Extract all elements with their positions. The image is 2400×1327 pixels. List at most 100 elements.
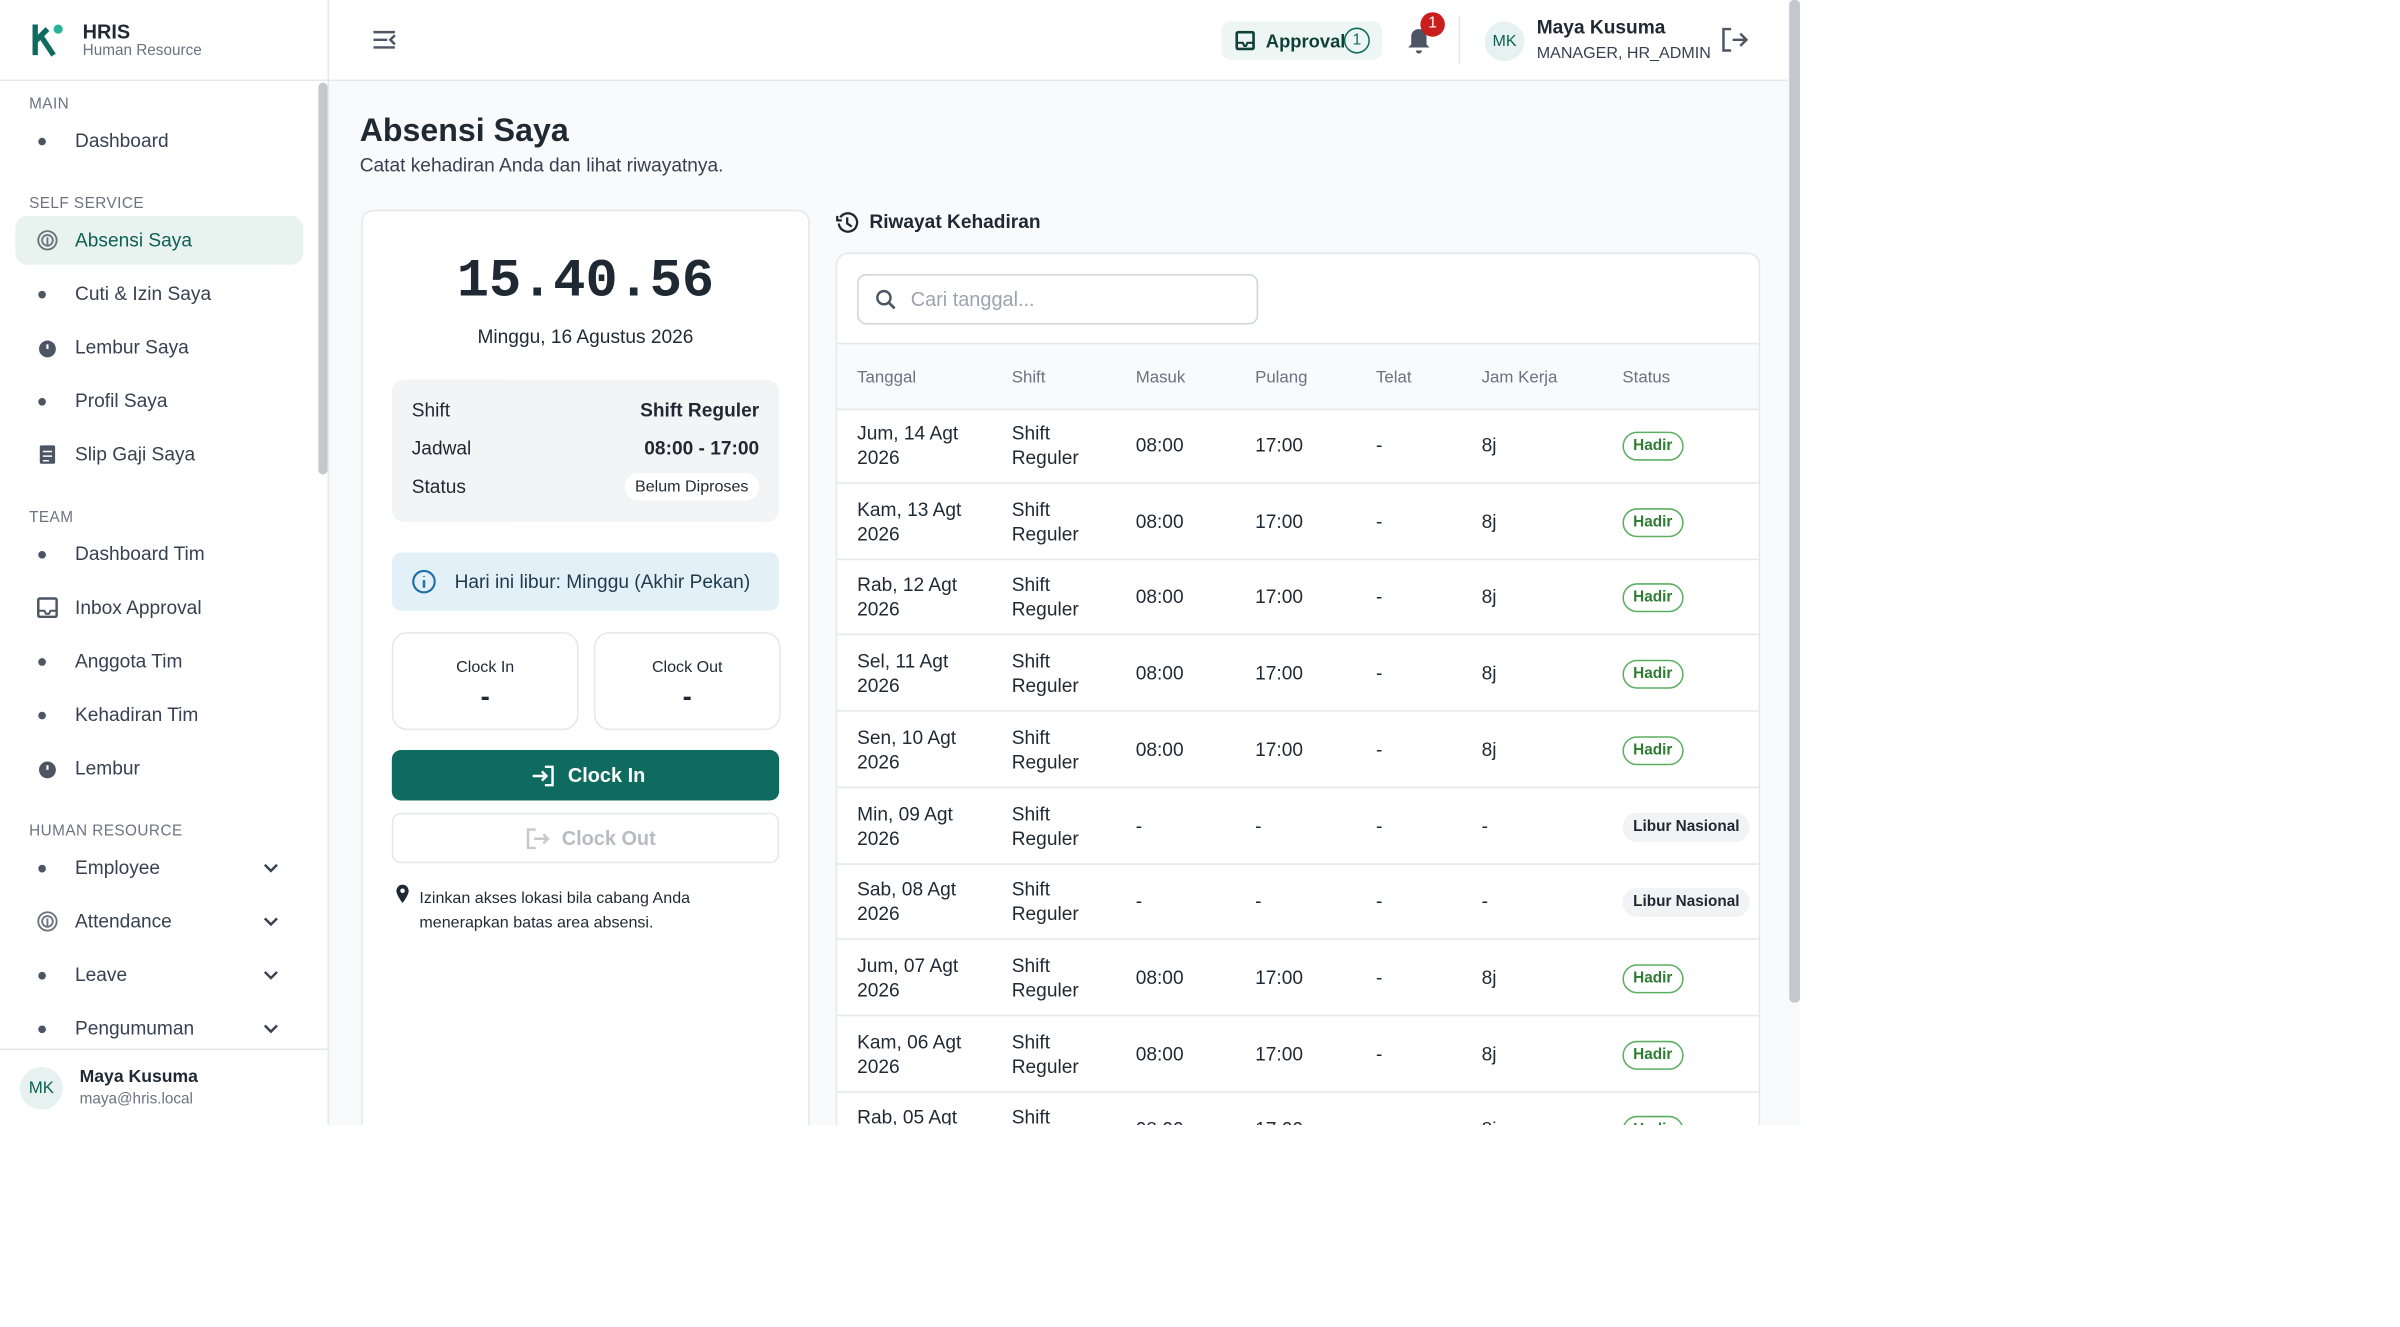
- table-cell: Jum, 14 Agt 2026: [857, 422, 959, 469]
- status-badge: Belum Diproses: [624, 472, 760, 501]
- nav-dot: [38, 658, 46, 666]
- clock-out-box: Clock Out -: [593, 632, 781, 731]
- nav-label: Lembur: [74, 757, 140, 780]
- nav-item[interactable]: Anggota Tim: [15, 637, 303, 686]
- nav-icon: [39, 445, 56, 464]
- clock-in-button[interactable]: Clock In: [391, 749, 780, 801]
- nav-item[interactable]: Lembur: [15, 744, 303, 793]
- nav-label: Kehadiran Tim: [74, 704, 199, 726]
- table-cell: Shift Reguler: [1011, 954, 1079, 1001]
- status-badge: Hadir: [1622, 659, 1683, 689]
- nav-item[interactable]: Pengumuman: [15, 1004, 303, 1050]
- nav-dot: [38, 137, 46, 146]
- nav-icon: [37, 230, 58, 251]
- table-cell: 17:00: [1255, 967, 1303, 989]
- nav-label: Employee: [74, 857, 161, 879]
- nav-item[interactable]: Cuti & Izin Saya: [15, 269, 303, 318]
- table-cell: Sen, 10 Agt 2026: [857, 726, 957, 773]
- nav-item[interactable]: Leave: [15, 951, 303, 1000]
- nav-dot: [38, 971, 46, 980]
- table-cell: Kam, 13 Agt 2026: [857, 498, 962, 545]
- logout-icon[interactable]: [1720, 26, 1748, 54]
- table-cell: 8j: [1481, 967, 1497, 989]
- table-cell: 8j: [1481, 586, 1497, 609]
- nav-item[interactable]: Inbox Approval: [15, 583, 303, 632]
- table-cell: -: [1376, 1043, 1383, 1065]
- table-cell: 8j: [1482, 1119, 1497, 1125]
- user-roles: MANAGER, HR_ADMIN: [1536, 44, 1711, 63]
- row-divider: [837, 710, 1759, 712]
- table-cell: Rab, 12 Agt 2026: [857, 574, 958, 621]
- approval-button[interactable]: Approval 1: [1221, 21, 1383, 60]
- shift-label: Shift: [411, 399, 451, 421]
- status-badge: Libur Nasional: [1622, 811, 1751, 842]
- nav-dot: [38, 1025, 46, 1034]
- nav: MAIN Dashboard SELF SERVICE Absensi Saya Cut…: [0, 79, 328, 1050]
- user-name: Maya Kusuma: [1536, 16, 1666, 39]
- status-badge: Hadir: [1622, 431, 1683, 461]
- search-placeholder: Cari tanggal...: [910, 287, 1035, 311]
- history-card: Cari tanggal... Tanggal Shift Masuk Pulang T…: [835, 252, 1761, 1125]
- search-input[interactable]: Cari tanggal...: [857, 273, 1259, 325]
- pin-icon: [396, 884, 409, 904]
- logo: [32, 24, 63, 57]
- table-cell: -: [1255, 815, 1262, 837]
- table-cell: -: [1376, 586, 1383, 609]
- section-label: HUMAN RESOURCE: [29, 823, 183, 841]
- table-cell: 8j: [1481, 1043, 1497, 1065]
- page-title: Absensi Saya: [359, 113, 569, 149]
- nav-dot: [38, 397, 46, 406]
- shift-value: 08:00 - 17:00: [644, 437, 760, 460]
- status-badge: Hadir: [1622, 964, 1683, 994]
- table-cell: 08:00: [1135, 967, 1184, 989]
- table-cell: -: [1481, 815, 1489, 837]
- nav-label: Absensi Saya: [74, 229, 192, 252]
- table-cell: 17:00: [1255, 1119, 1303, 1125]
- nav-item[interactable]: Dashboard: [15, 116, 303, 165]
- table-cell: Jum, 07 Agt 2026: [857, 954, 959, 1001]
- clock-date: Minggu, 16 Agustus 2026: [477, 326, 694, 348]
- table-cell: -: [1376, 967, 1383, 989]
- nav-label: Slip Gaji Saya: [74, 443, 196, 466]
- nav-item[interactable]: Dashboard Tim: [15, 530, 303, 579]
- table-cell: -: [1376, 662, 1383, 685]
- nav-item[interactable]: Kehadiran Tim: [15, 690, 303, 739]
- menu-toggle[interactable]: [372, 28, 396, 52]
- status-badge: Hadir: [1622, 735, 1683, 765]
- column-header: Masuk: [1135, 368, 1186, 388]
- login-icon: [532, 765, 554, 787]
- table-cell: -: [1135, 815, 1143, 837]
- table-cell: 8j: [1481, 434, 1497, 457]
- row-divider: [837, 786, 1759, 788]
- nav-item[interactable]: Employee: [15, 843, 303, 892]
- table-cell: Sab, 08 Agt 2026: [857, 878, 957, 925]
- table-cell: -: [1481, 891, 1489, 913]
- bell-icon[interactable]: [1407, 28, 1431, 56]
- brand-subtitle: Human Resource: [82, 42, 202, 60]
- clock-out-button[interactable]: Clock Out: [391, 812, 780, 864]
- column-header: Status: [1622, 368, 1671, 388]
- nav-icon: [37, 911, 58, 932]
- nav-dot: [38, 711, 46, 720]
- chevron: [263, 1024, 278, 1034]
- nav-item[interactable]: Lembur Saya: [15, 323, 303, 372]
- nav-item[interactable]: Slip Gaji Saya: [15, 430, 303, 479]
- table-cell: 08:00: [1135, 434, 1184, 457]
- location-note: Izinkan akses lokasi bila cabang Anda me…: [419, 889, 691, 933]
- nav-item[interactable]: Attendance: [15, 897, 303, 946]
- table-cell: -: [1376, 891, 1383, 913]
- nav-item[interactable]: Profil Saya: [15, 377, 303, 426]
- notification-count: 1: [1420, 12, 1445, 37]
- clock-in-box: Clock In -: [391, 632, 579, 731]
- avatar: MK: [1484, 21, 1525, 62]
- column-header: Jam Kerja: [1481, 368, 1558, 388]
- shift-value: Shift Reguler: [640, 399, 760, 421]
- table-cell: Min, 09 Agt 2026: [857, 802, 953, 849]
- table-cell: 08:00: [1135, 738, 1184, 761]
- nav-item[interactable]: Absensi Saya: [15, 215, 304, 265]
- row-divider: [837, 482, 1759, 484]
- table-cell: Sel, 11 Agt 2026: [857, 650, 949, 697]
- table-cell: 08:00: [1135, 1043, 1184, 1065]
- row-divider: [837, 1014, 1759, 1017]
- table-cell: 08:00: [1135, 662, 1184, 685]
